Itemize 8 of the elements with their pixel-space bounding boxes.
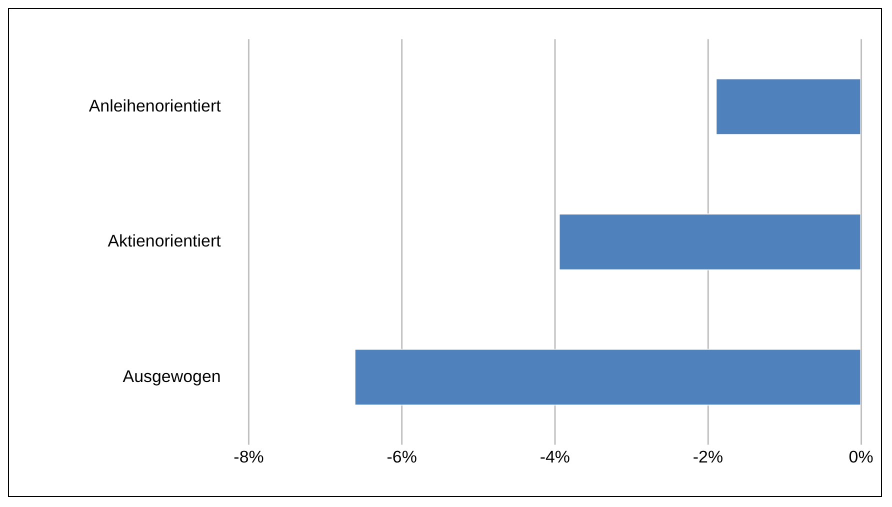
- y-tick-label: Anleihenorientiert: [88, 96, 222, 116]
- x-tick-label: -2%: [692, 448, 724, 467]
- x-tick-label: 0%: [848, 448, 874, 467]
- x-tick-label: -8%: [234, 448, 264, 467]
- y-tick-label: Aktienorientiert: [108, 232, 222, 251]
- x-tick-label: -6%: [386, 448, 417, 467]
- x-tick-label: -4%: [540, 448, 570, 467]
- y-tick-label: Ausgewogen: [122, 366, 221, 386]
